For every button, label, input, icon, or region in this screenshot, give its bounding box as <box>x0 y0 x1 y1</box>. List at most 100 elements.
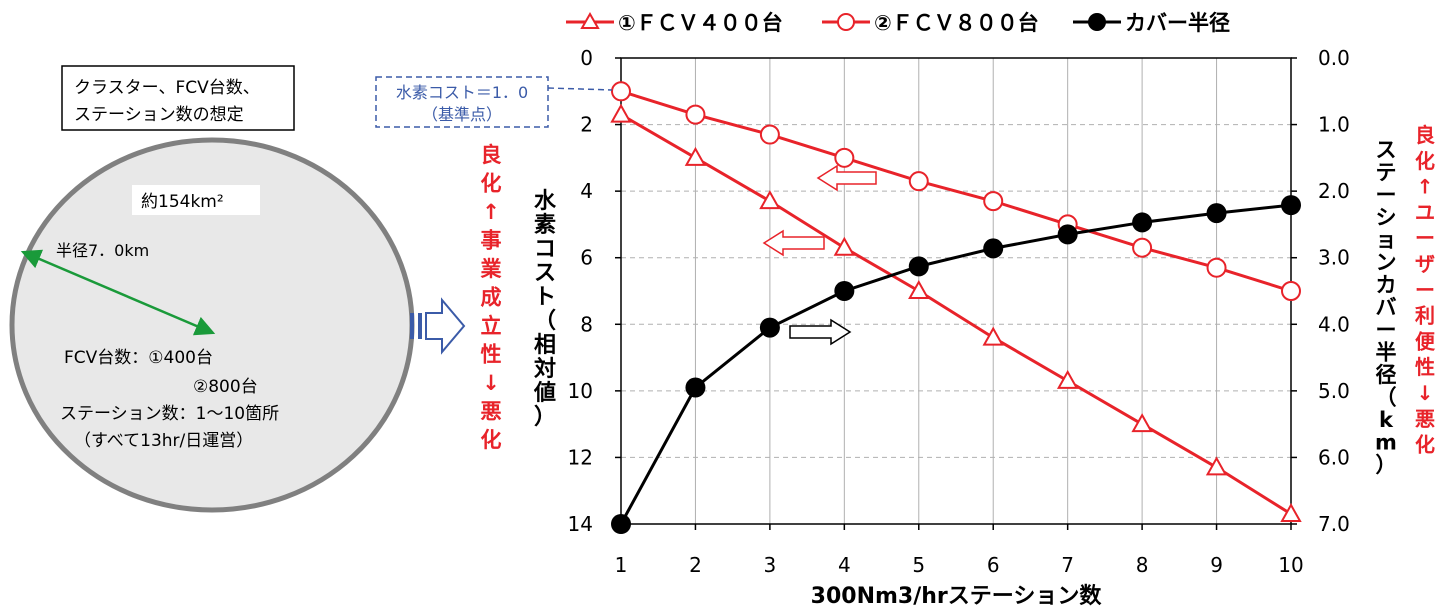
y-tick-left-label: 12 <box>568 445 593 469</box>
left-side-note-char: ↓ <box>482 371 500 395</box>
y-axis-right-title-char: ） <box>1376 453 1397 477</box>
y-axis-right-title-char: （ <box>1376 386 1397 410</box>
series-1-point <box>610 103 632 123</box>
series-1-point <box>684 146 707 166</box>
left-side-note-char: 事 <box>481 229 502 253</box>
y-axis-right-title-char: カ <box>1376 273 1397 297</box>
y-axis-right-title-char: m <box>1375 431 1397 455</box>
left-side-note-char: 良 <box>481 143 502 167</box>
y-tick-right-label: 6.0 <box>1318 445 1350 469</box>
y-axis-right-title-char: シ <box>1376 206 1397 230</box>
y-tick-right-label: 3.0 <box>1318 246 1350 270</box>
right-side-note-char: ザ <box>1415 252 1435 276</box>
series-3-point <box>1206 203 1227 224</box>
x-axis-ticks: 1 2 3 4 5 6 7 8 9 10 <box>615 524 1304 577</box>
y-tick-right-label: 7.0 <box>1318 512 1350 536</box>
y-axis-left-title-char: ト <box>534 285 556 310</box>
y-axis-right-title-char: ョ <box>1376 228 1397 252</box>
y-axis-left-title-char: ス <box>534 261 556 286</box>
y-tick-left-label: 10 <box>568 379 593 403</box>
right-side-note-char: ↓ <box>1417 381 1434 405</box>
x-tick-label: 8 <box>1136 553 1149 577</box>
y-tick-left-label: 0 <box>580 46 593 70</box>
y-axis-right-title-char: ー <box>1376 318 1397 342</box>
right-side-note-char: 性 <box>1415 355 1435 379</box>
series-2-point <box>685 104 706 125</box>
y-tick-left-label: 8 <box>580 312 593 336</box>
left-side-note-char: 成 <box>481 286 502 310</box>
y-axis-left-title-char: ） <box>534 405 556 430</box>
y-axis-right-ticks: 0.0 1.0 2.0 3.0 4.0 5.0 6.0 7.0 <box>1291 46 1350 536</box>
assumption-title-line1: クラスター、FCV台数、 <box>74 78 260 98</box>
x-tick-label: 2 <box>689 553 702 577</box>
block-arrow-icon <box>410 297 466 355</box>
x-tick-label: 6 <box>987 553 1000 577</box>
series-3-point <box>834 281 855 301</box>
series-2-point <box>1206 257 1227 278</box>
x-axis-title: 300Nm3/hrステーション数 <box>811 583 1103 609</box>
right-side-note-char: 利 <box>1415 304 1435 328</box>
plot-frame <box>620 57 1292 525</box>
y-tick-right-label: 5.0 <box>1318 379 1350 403</box>
station-label: ステーション数：1～10箇所 <box>60 404 279 424</box>
y-axis-right-title-char: k <box>1379 408 1394 432</box>
left-side-note-char: 悪 <box>481 400 502 424</box>
legend-label-2: ②ＦＣＶ８００台 <box>874 11 1039 35</box>
series-3-point <box>685 377 706 398</box>
area-label: 約154km² <box>141 192 224 212</box>
right-side-note-char: ↑ <box>1417 175 1434 199</box>
series-1-point <box>908 279 930 299</box>
y-axis-right-title-char: バ <box>1376 296 1397 320</box>
x-tick-label: 7 <box>1061 553 1074 577</box>
series-group <box>610 81 1302 534</box>
y-tick-left-label: 6 <box>580 246 593 270</box>
callout-line1: 水素コスト＝1．0 <box>396 83 528 102</box>
radius-label: 半径7．0km <box>56 241 149 260</box>
right-side-note-char: 便 <box>1415 329 1436 353</box>
left-side-note-char: 立 <box>481 314 502 338</box>
legend-label-3: カバー半径 <box>1125 11 1230 35</box>
legend-marker-2 <box>837 13 855 31</box>
y-axis-left-title-char: コ <box>534 237 556 262</box>
y-axis-right-title-char: ン <box>1376 251 1397 275</box>
x-tick-label: 5 <box>912 553 925 577</box>
series-1-point <box>1056 369 1079 389</box>
y-axis-left-ticks: 0 2 4 6 8 10 12 14 <box>568 46 621 536</box>
radius-arrow <box>20 249 216 336</box>
series-1-point <box>1280 502 1302 523</box>
series-3-point <box>908 256 929 277</box>
x-tick-label: 1 <box>615 553 628 577</box>
x-tick-label: 9 <box>1210 553 1223 577</box>
left-side-note-char: 化 <box>481 172 502 196</box>
right-side-note-char: ー <box>1415 278 1435 302</box>
series-1-point <box>1205 456 1228 476</box>
series-3-point <box>1281 195 1301 216</box>
y-axis-left-title-char: （ <box>534 309 556 334</box>
right-side-note-char: 化 <box>1415 149 1435 173</box>
area-label-box <box>132 185 260 215</box>
series-line-2 <box>620 89 1292 293</box>
left-side-note-char: ↑ <box>482 200 500 224</box>
x-tick-label: 10 <box>1278 553 1303 577</box>
legend-marker-3 <box>1088 13 1106 31</box>
series-1-point <box>833 236 856 256</box>
series-3-point <box>1132 212 1153 233</box>
y-tick-right-label: 4.0 <box>1318 312 1350 336</box>
y-tick-right-label: 2.0 <box>1318 179 1350 203</box>
callout-line2: （基準点） <box>422 105 502 124</box>
y-axis-right-title-char: 半 <box>1376 341 1397 365</box>
legend-marker-1 <box>580 11 600 29</box>
series-1-point <box>982 326 1004 346</box>
arrow-left-icon <box>816 164 877 192</box>
series-2-point <box>834 147 855 168</box>
series-2-point <box>759 124 780 145</box>
legend-label-1: ①ＦＣＶ４００台 <box>618 11 783 35</box>
right-side-note-char: ユ <box>1415 200 1435 224</box>
series-line-1 <box>620 113 1292 516</box>
y-tick-right-label: 1.0 <box>1318 113 1350 137</box>
right-side-note-char: 良 <box>1415 123 1435 147</box>
reference-callout: 水素コスト＝1．0 （基準点） <box>375 76 613 128</box>
